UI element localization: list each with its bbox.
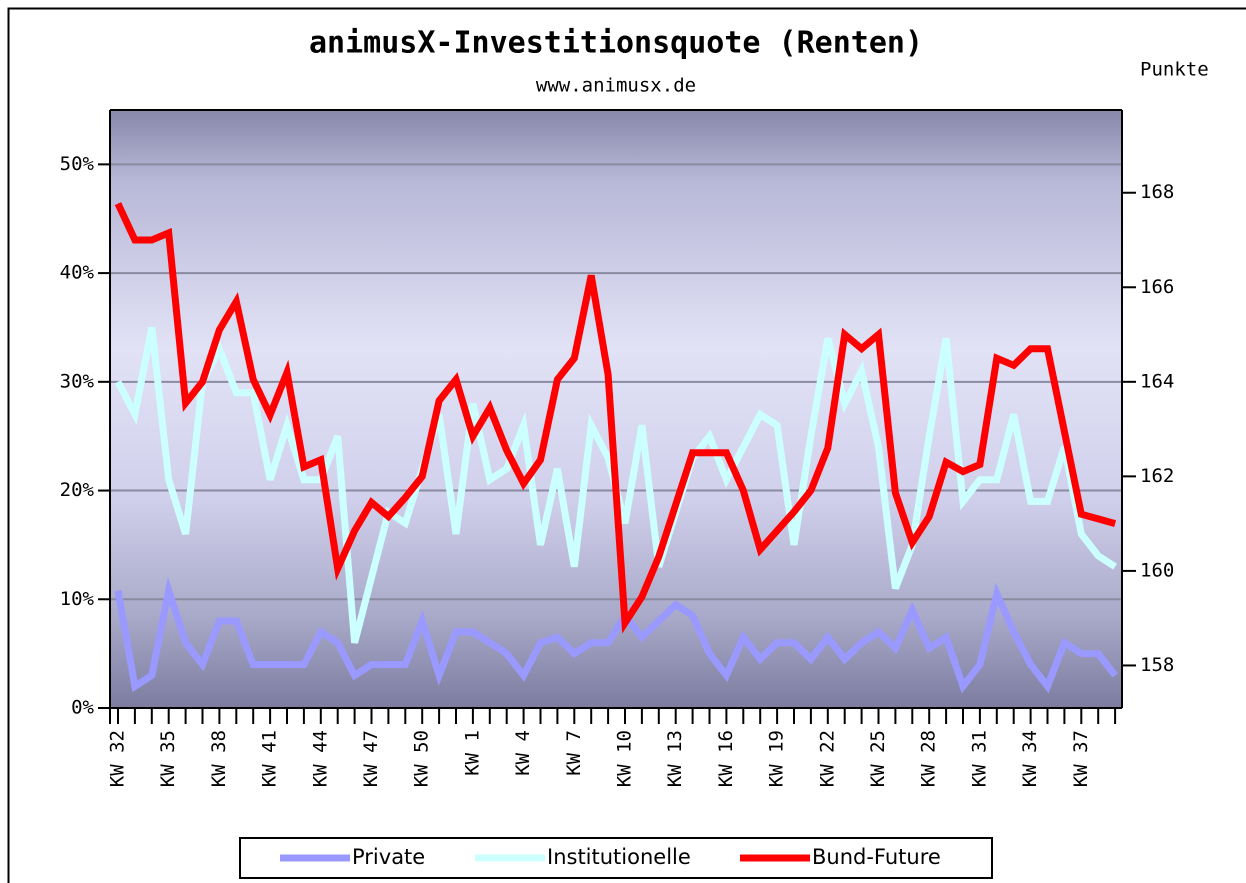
x-tick-label: KW 25	[867, 730, 889, 787]
chart-subtitle: www.animusx.de	[536, 75, 696, 97]
x-tick-label: KW 37	[1070, 730, 1092, 787]
x-tick-label: KW 4	[512, 730, 534, 776]
x-tick-label: KW 44	[309, 730, 331, 787]
x-tick-label: KW 10	[614, 730, 636, 787]
y-tick-label: 20%	[60, 479, 95, 501]
x-tick-label: KW 50	[411, 730, 433, 787]
legend-label: Private	[352, 845, 425, 869]
x-tick-label: KW 7	[563, 730, 585, 776]
x-tick-label: KW 32	[107, 730, 129, 787]
y-tick-label: 30%	[60, 370, 95, 392]
plot-area	[110, 110, 1122, 708]
x-tick-label: KW 16	[715, 730, 737, 787]
legend-label: Bund-Future	[812, 845, 941, 869]
y2-tick-label: 158	[1140, 654, 1174, 676]
y2-tick-label: 168	[1140, 181, 1174, 203]
y-tick-label: 50%	[60, 153, 95, 175]
y-tick-label: 10%	[60, 588, 95, 610]
x-tick-label: KW 31	[968, 730, 990, 787]
y-tick-label: 40%	[60, 262, 95, 284]
x-tick-label: KW 28	[918, 730, 940, 787]
series-line	[114, 202, 1117, 634]
x-tick-label: KW 13	[664, 730, 686, 787]
y2-axis-title: Punkte	[1140, 59, 1209, 81]
x-tick-label: KW 41	[259, 730, 281, 787]
x-tick-label: KW 47	[360, 730, 382, 787]
legend	[239, 837, 993, 879]
x-tick-label: KW 22	[816, 730, 838, 787]
series-line	[114, 576, 1118, 694]
chart-title: animusX-Investitionsquote (Renten)	[309, 26, 923, 61]
x-tick-label: KW 19	[766, 730, 788, 787]
x-tick-label: KW 1	[461, 730, 483, 776]
x-tick-label: KW 38	[208, 730, 230, 787]
y2-tick-label: 166	[1140, 276, 1174, 298]
x-tick-label: KW 35	[157, 730, 179, 787]
x-tick-label: KW 34	[1019, 730, 1041, 787]
legend-label: Institutionelle	[547, 845, 691, 869]
y2-tick-label: 164	[1140, 370, 1174, 392]
y2-tick-label: 162	[1140, 465, 1174, 487]
y2-tick-label: 160	[1140, 559, 1174, 581]
y-tick-label: 0%	[71, 697, 94, 719]
